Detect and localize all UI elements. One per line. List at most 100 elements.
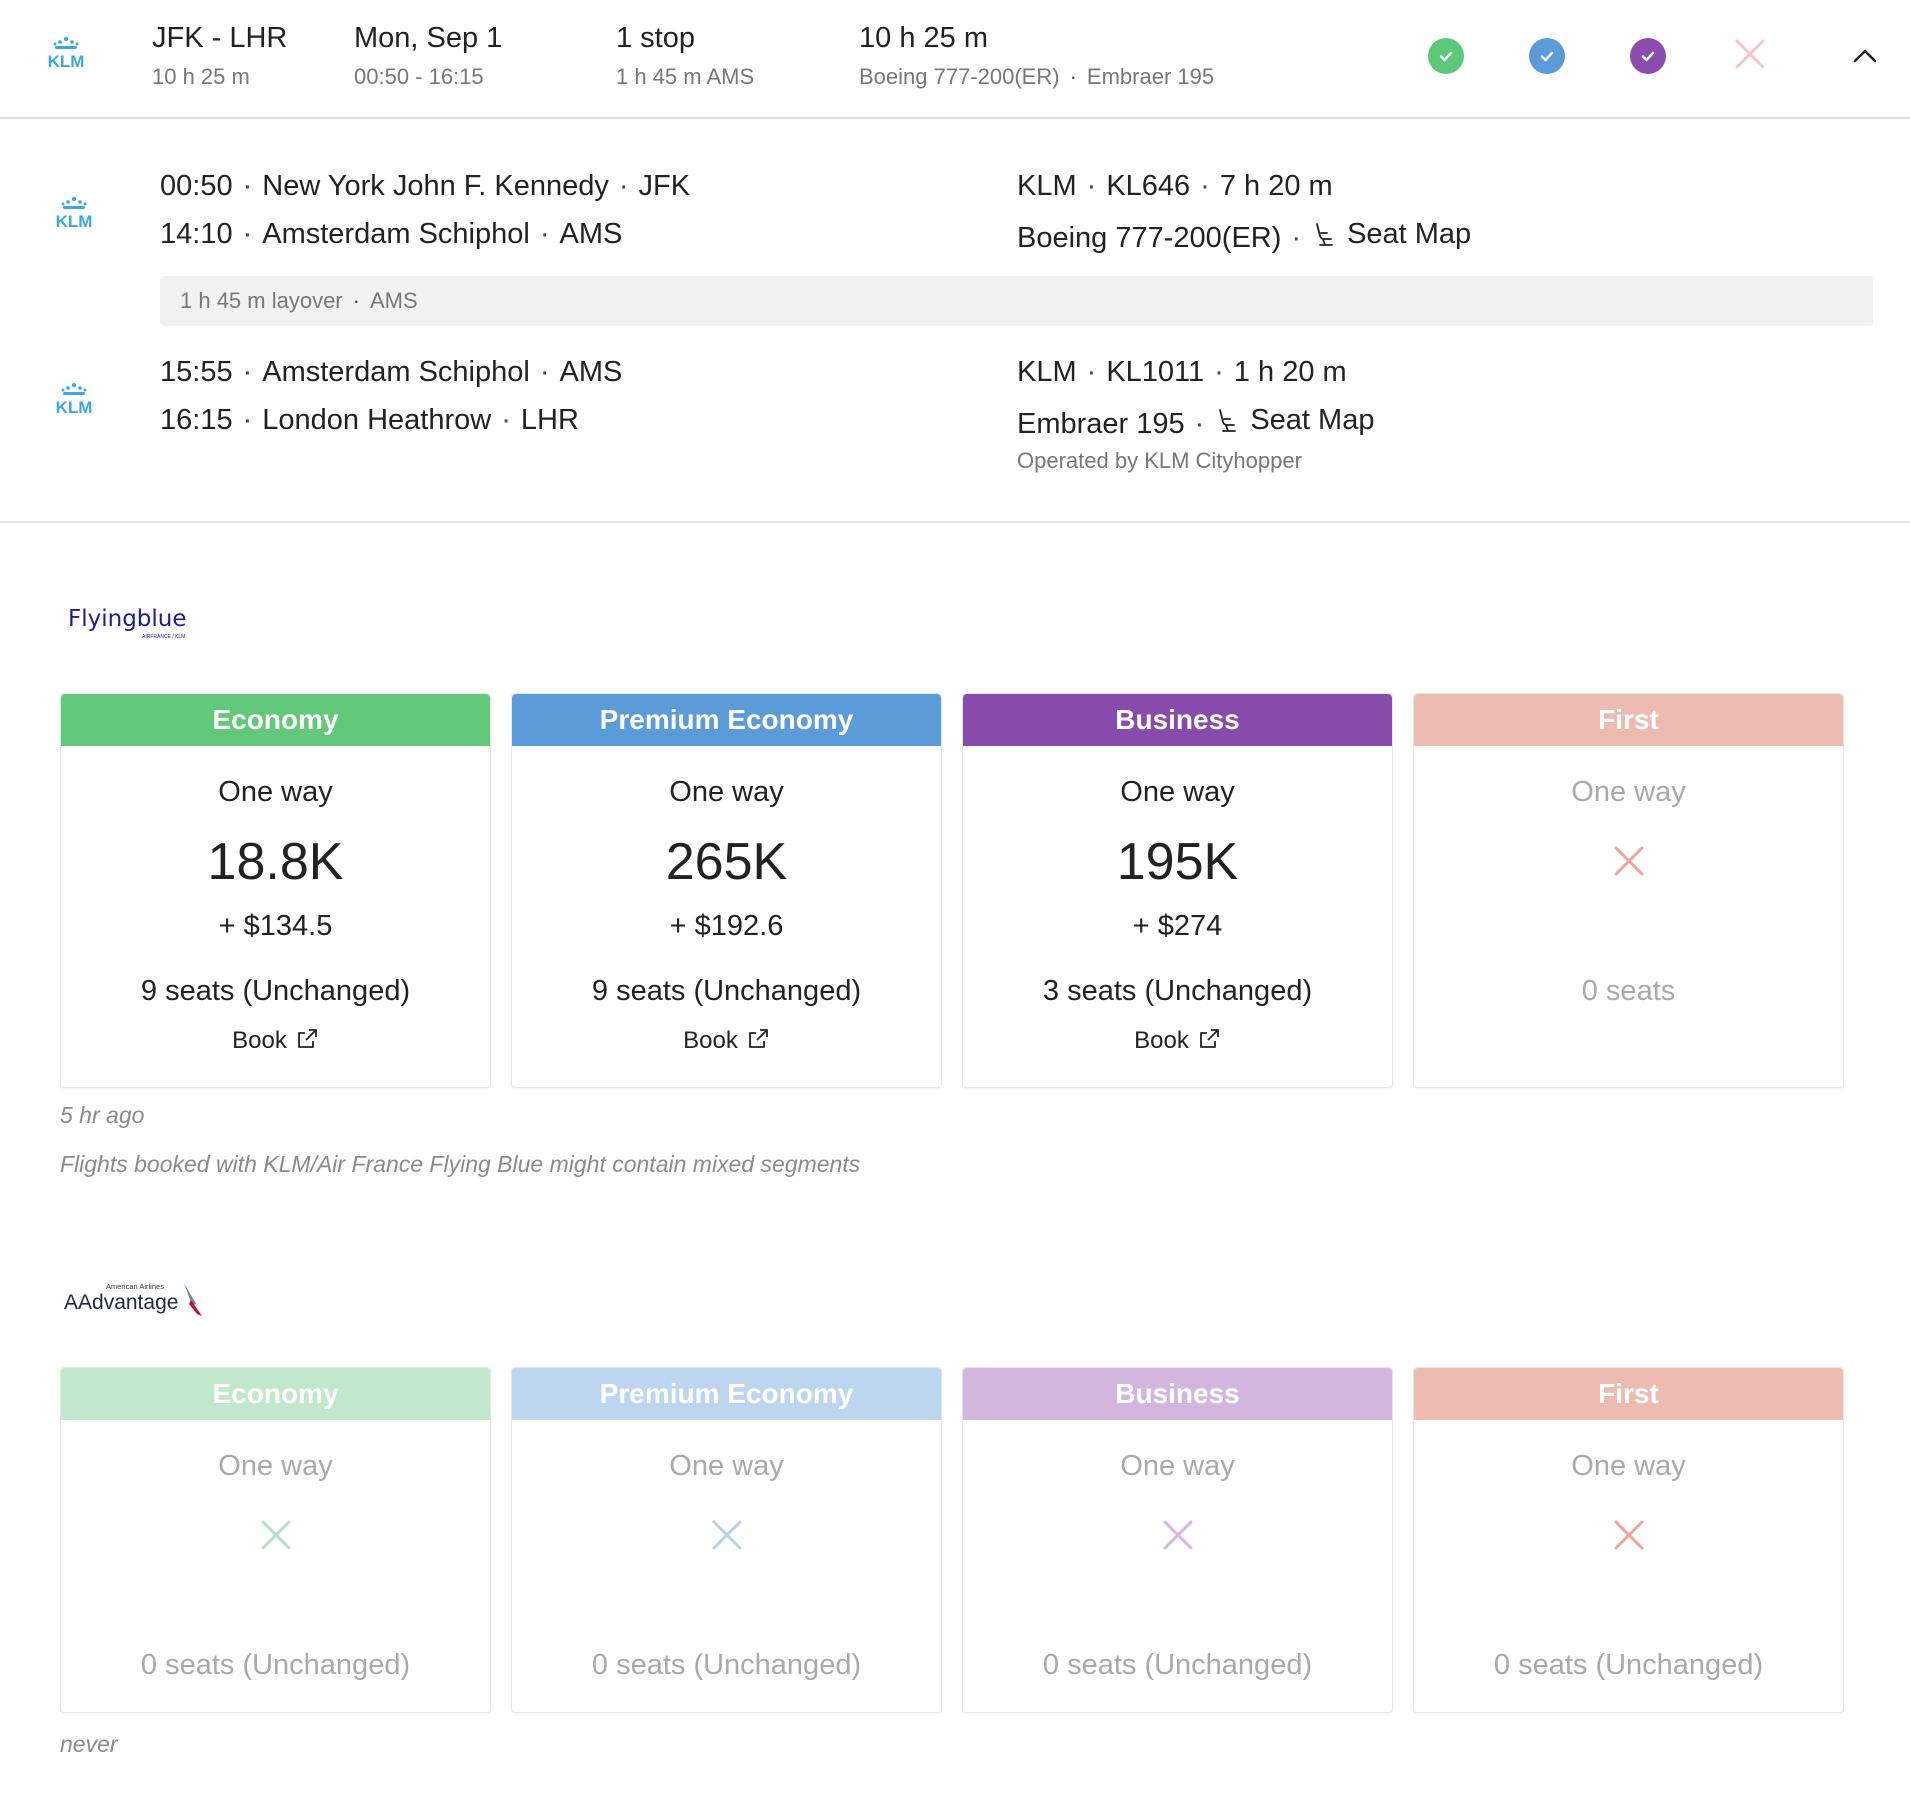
svg-text:AIRFRANCE / KLM: AIRFRANCE / KLM <box>142 634 185 640</box>
total-duration: 10 h 25 m <box>859 22 988 54</box>
premium-available-check-icon <box>1529 38 1565 74</box>
date-text: Mon, Sep 1 <box>354 22 503 54</box>
tax-price: + $274 <box>1132 910 1223 942</box>
seat-map-link[interactable]: Seat Map <box>1214 400 1374 440</box>
segment-2-departure: 15:55 · Amsterdam Schiphol · AMS <box>160 356 623 388</box>
external-link-icon <box>1199 1029 1219 1048</box>
seat-icon <box>1316 223 1333 246</box>
aircraft-list: Boeing 777-200(ER) · Embraer 195 <box>859 64 1215 89</box>
dep-code: AMS <box>559 356 623 388</box>
cabin-header: Economy <box>61 694 490 746</box>
aa-first-card: First One way 0 seats (Unchanged) <box>1413 1367 1844 1713</box>
book-link[interactable]: Book <box>963 1027 1392 1055</box>
unavailable-x-icon <box>712 1520 741 1550</box>
segment-2-klm-logo: KLM <box>48 381 100 420</box>
flyingblue-logo: Flyingblue AIRFRANCE / KLM <box>68 604 208 649</box>
segment-1-departure: 00:50 · New York John F. Kennedy · JFK <box>160 170 691 202</box>
trip-type: One way <box>1120 776 1235 808</box>
segment-1-flight-info: KLM · KL646 · 7 h 20 m <box>1017 170 1333 202</box>
fb-first-card: First One way 0 seats <box>1413 693 1844 1088</box>
svg-text:KLM: KLM <box>48 52 85 69</box>
svg-text:Flyingblue: Flyingblue <box>68 606 187 632</box>
arr-time: 14:10 <box>160 218 233 250</box>
section-divider <box>0 521 1910 523</box>
fb-updated-time: 5 hr ago <box>60 1102 145 1128</box>
arr-code: LHR <box>520 404 579 436</box>
unavailable-x-icon <box>1614 846 1643 876</box>
trip-type: One way <box>218 776 333 808</box>
aircraft: Embraer 195 <box>1017 408 1185 440</box>
seats-available: 9 seats (Unchanged) <box>140 975 411 1007</box>
miles-price: 18.8K <box>207 833 344 891</box>
trip-type: One way <box>1120 1450 1235 1482</box>
cabin-header: First <box>1414 1368 1843 1420</box>
fb-economy-card: Economy One way 18.8K + $134.5 9 seats (… <box>60 693 491 1088</box>
dep-time: 15:55 <box>160 356 233 388</box>
arr-airport: Amsterdam Schiphol <box>262 218 530 250</box>
cabin-header: First <box>1414 694 1843 746</box>
dep-airport: Amsterdam Schiphol <box>262 356 530 388</box>
seats-available: 0 seats (Unchanged) <box>140 1649 411 1681</box>
arr-airport: London Heathrow <box>262 404 492 436</box>
segment-1-klm-logo: KLM <box>48 195 100 234</box>
cabin-header: Premium Economy <box>512 1368 941 1420</box>
first-unavailable-x-icon <box>1732 36 1768 72</box>
tax-price: + $134.5 <box>218 910 333 942</box>
dep-time: 00:50 <box>160 170 233 202</box>
segment-2-flight-info: KLM · KL1011 · 1 h 20 m <box>1017 356 1347 388</box>
aa-premium-economy-card: Premium Economy One way 0 seats (Unchang… <box>511 1367 942 1713</box>
tax-price: + $192.6 <box>669 910 784 942</box>
svg-text:American Airlines: American Airlines <box>106 1282 164 1291</box>
external-link-icon <box>748 1029 768 1048</box>
times-text: 00:50 - 16:15 <box>354 64 484 89</box>
stops-text: 1 stop <box>616 22 695 54</box>
operated-by: Operated by KLM Cityhopper <box>1017 448 1302 473</box>
unavailable-x-icon <box>261 1520 290 1550</box>
book-link[interactable]: Book <box>512 1027 941 1055</box>
dep-code: JFK <box>638 170 691 202</box>
trip-type: One way <box>669 776 784 808</box>
flight-duration: 7 h 20 m <box>1219 170 1333 202</box>
stops-column: 1 stop 1 h 45 m AMS <box>616 18 754 96</box>
book-link[interactable]: Book <box>61 1027 490 1055</box>
flight-summary-row[interactable]: KLM JFK - LHR 10 h 25 m Mon, Sep 1 00:50… <box>0 0 1910 119</box>
layover-duration: 1 h 45 m layover <box>180 288 343 313</box>
seat-map-label: Seat Map <box>1347 218 1472 250</box>
cabin-header: Premium Economy <box>512 694 941 746</box>
fb-disclaimer: Flights booked with KLM/Air France Flyin… <box>60 1151 861 1177</box>
airline: KLM <box>1017 170 1077 202</box>
route-column: JFK - LHR 10 h 25 m <box>152 18 287 96</box>
flight-duration: 1 h 20 m <box>1233 356 1347 388</box>
cabin-header: Economy <box>61 1368 490 1420</box>
fb-business-card: Business One way 195K + $274 3 seats (Un… <box>962 693 1393 1088</box>
aircraft-2: Embraer 195 <box>1086 64 1215 89</box>
layover-airport: AMS <box>369 288 418 313</box>
miles-price: 265K <box>665 833 788 891</box>
collapse-chevron-up-icon[interactable] <box>1850 41 1880 71</box>
seats-available: 0 seats (Unchanged) <box>1493 1649 1764 1681</box>
aadvantage-logo: American Airlines AAdvantage <box>62 1278 222 1327</box>
seats-available: 0 seats (Unchanged) <box>1042 1649 1313 1681</box>
seats-available: 0 seats (Unchanged) <box>591 1649 862 1681</box>
segment-2-aircraft-row: Embraer 195 · Seat Map <box>1017 400 1374 444</box>
economy-available-check-icon <box>1428 38 1464 74</box>
unavailable-x-icon <box>1163 1520 1192 1550</box>
route-text: JFK - LHR <box>152 22 288 54</box>
aircraft-1: Boeing 777-200(ER) <box>859 64 1060 89</box>
aa-business-card: Business One way 0 seats (Unchanged) <box>962 1367 1393 1713</box>
seat-map-link[interactable]: Seat Map <box>1311 214 1471 254</box>
seat-icon <box>1219 409 1237 432</box>
book-label: Book <box>683 1027 738 1054</box>
seat-map-label: Seat Map <box>1250 404 1375 436</box>
flight-number: KL646 <box>1106 170 1191 202</box>
trip-type: One way <box>669 1450 784 1482</box>
layover-bar: 1 h 45 m layover · AMS <box>160 276 1873 326</box>
segment-1-aircraft-row: Boeing 777-200(ER) · Seat Map <box>1017 214 1471 258</box>
external-link-icon <box>297 1029 317 1048</box>
svg-text:KLM: KLM <box>56 212 93 229</box>
seats-available: 0 seats <box>1581 975 1676 1007</box>
duration-column: 10 h 25 m Boeing 777-200(ER) · Embraer 195 <box>859 18 1214 96</box>
klm-logo: KLM <box>40 35 92 74</box>
flight-number: KL1011 <box>1106 356 1205 388</box>
stop-detail: 1 h 45 m AMS <box>616 64 755 89</box>
